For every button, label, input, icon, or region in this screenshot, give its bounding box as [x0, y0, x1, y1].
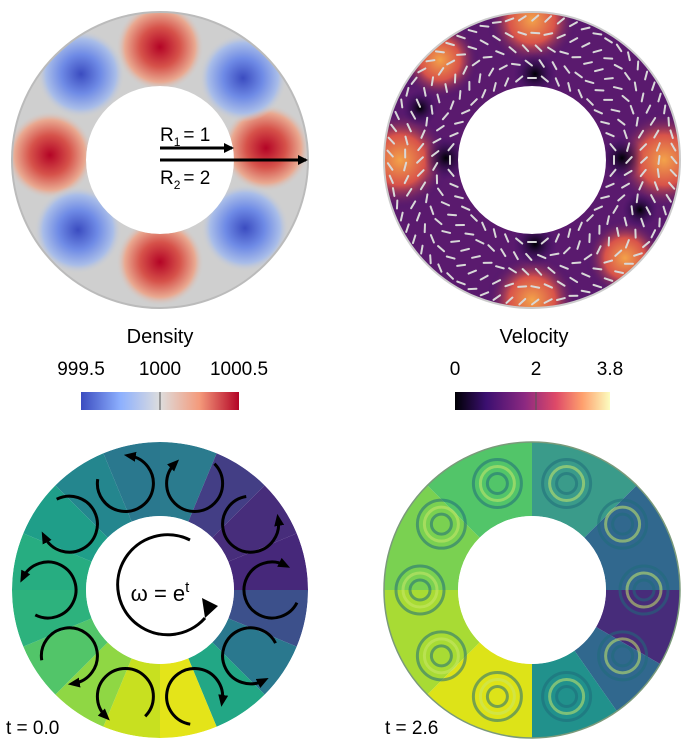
density-colorbar: Density 999.5 1000 1000.5: [57, 326, 268, 410]
velocity-tick-max: 3.8: [597, 359, 623, 380]
velocity-colorbar-bar: [455, 392, 610, 410]
density-field: [12, 12, 308, 308]
velocity-colorbar: Velocity 0 2 3.8: [450, 326, 623, 410]
omega-arrowhead: [202, 598, 218, 618]
density-tick-max: 1000.5: [210, 359, 268, 380]
time-label-initial: t = 0.0: [6, 718, 59, 739]
density-tick-min: 999.5: [57, 359, 105, 380]
r2-label: R2 = 2: [160, 168, 210, 192]
time-label-final: t = 2.6: [385, 718, 438, 739]
vortex-rotation-arrows: [20, 451, 299, 726]
density-colorbar-title: Density: [127, 326, 194, 348]
velocity-tick-mid: 2: [531, 359, 542, 380]
omega-label: ω = et: [131, 579, 190, 606]
velocity-glyphs: [386, 14, 678, 306]
density-tick-mid: 1000: [139, 359, 181, 380]
velocity-panel: [383, 11, 681, 309]
r1-label: R1 = 1: [160, 125, 210, 149]
omega-circle: [116, 533, 207, 637]
velocity-colorbar-title: Velocity: [500, 326, 569, 348]
tracer-initial-panel: ω = et t = 0.0: [6, 442, 308, 739]
tracer-final-sectors: [384, 442, 680, 738]
density-panel: R1 = 1 R2 = 2: [11, 11, 309, 309]
tracer-final-panel: t = 2.6: [383, 441, 681, 739]
velocity-tick-min: 0: [450, 359, 461, 380]
velocity-field: [383, 11, 680, 309]
